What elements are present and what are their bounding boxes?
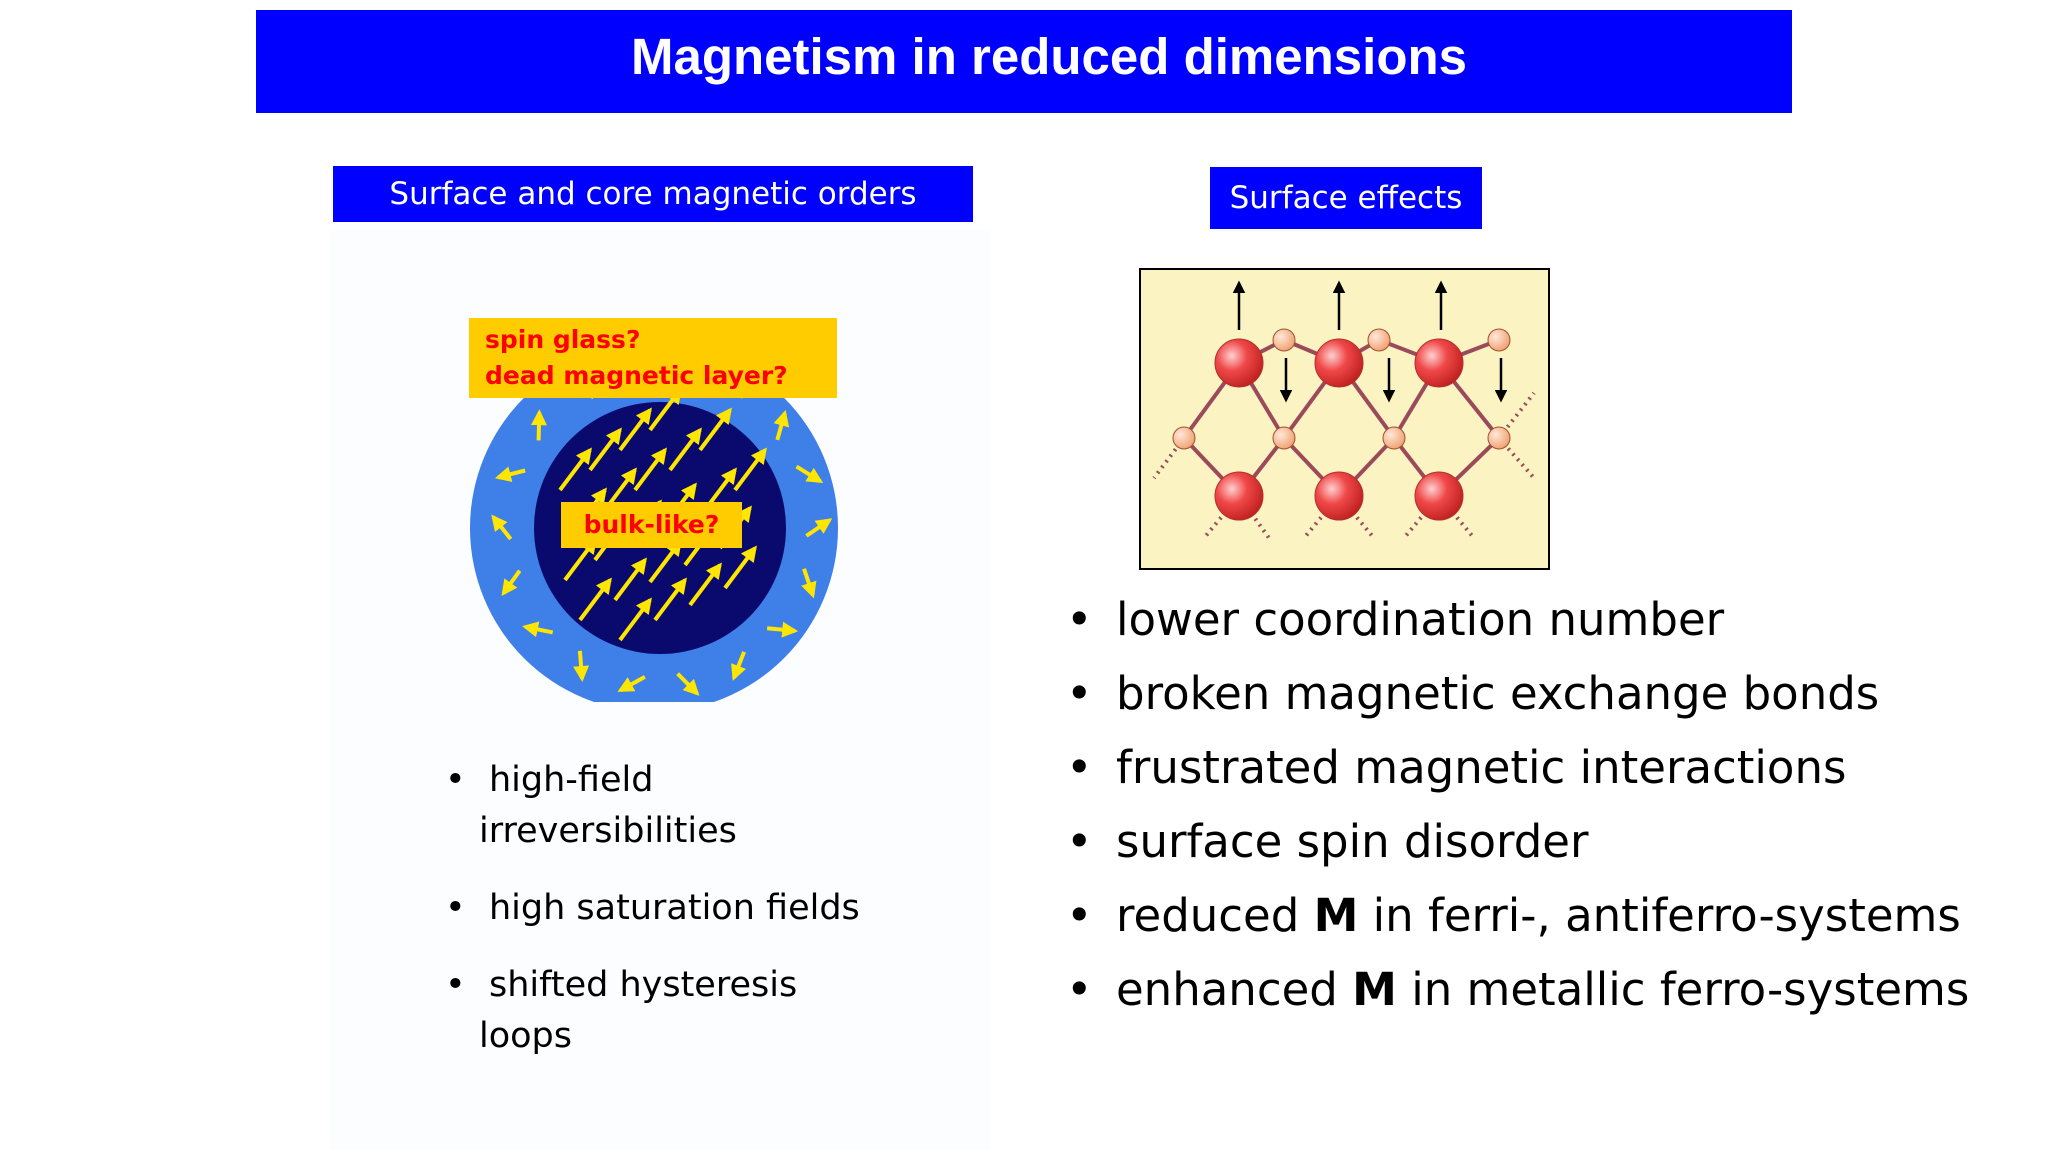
shell-spin-arrow: [766, 621, 799, 638]
shell-spin-arrow: [530, 409, 547, 441]
shell-spin-arrow: [491, 514, 513, 541]
shell-spin-arrow: [522, 621, 554, 638]
bullet-glyph: •: [445, 760, 466, 800]
list-item: • surface spin disorder: [1066, 805, 2006, 879]
bullet-glyph: •: [445, 888, 466, 928]
lattice-frame: [1139, 268, 1550, 570]
list-item: • frustrated magnetic interactions: [1066, 731, 2006, 805]
core-spin-arrow: [648, 539, 682, 584]
core-spin-arrow: [653, 577, 687, 622]
shell-spin-arrow: [501, 569, 522, 596]
small-atoms: [1172, 328, 1511, 450]
shell-spin-arrow: [801, 568, 817, 599]
bullet-text-cont: irreversibilities: [479, 811, 737, 851]
right-bullet-list: • lower coordination number • broken mag…: [1066, 583, 2006, 1027]
bullet-glyph: •: [1066, 963, 1093, 1016]
large-atoms: [1214, 338, 1464, 521]
core-spin-arrow: [698, 407, 732, 452]
section-label-surface-core: Surface and core magnetic orders: [333, 166, 973, 222]
shell-spin-arrow: [573, 650, 590, 682]
bullet-text: shifted hysteresis: [489, 965, 798, 1005]
bullet-text: broken magnetic exchange bonds: [1116, 667, 1880, 720]
bullet-text-bold: M: [1313, 889, 1359, 942]
bullet-glyph: •: [1066, 889, 1093, 942]
surface-label-box: spin glass? dead magnetic layer?: [469, 318, 837, 398]
shell-spin-arrow: [731, 651, 747, 681]
core-spin-arrow: [733, 447, 767, 492]
shell-spin-arrow: [805, 518, 833, 538]
bullet-glyph: •: [445, 965, 466, 1005]
core-spin-arrow: [588, 427, 622, 472]
bullet-glyph: •: [1066, 593, 1093, 646]
core-spin-arrow: [723, 545, 757, 590]
bullet-text-pre: reduced: [1116, 889, 1314, 942]
core-spin-arrow: [613, 557, 647, 602]
surface-lattice-diagram: [1139, 268, 1550, 570]
bullet-glyph: •: [1066, 815, 1093, 868]
shell-spin-arrow: [494, 466, 526, 482]
bullet-glyph: •: [1066, 741, 1093, 794]
list-item: • enhanced M in metallic ferro-systems: [1066, 953, 2006, 1027]
list-item: • high saturation fields: [445, 883, 925, 934]
core-spin-arrow: [618, 407, 652, 452]
shell-spin-arrow: [773, 409, 790, 441]
bullet-text: lower coordination number: [1116, 593, 1725, 646]
list-item: • broken magnetic exchange bonds: [1066, 657, 2006, 731]
bullet-text: high saturation fields: [489, 888, 860, 928]
bulk-like-label: bulk-like?: [561, 502, 742, 548]
bullet-text: frustrated magnetic interactions: [1116, 741, 1847, 794]
bullet-glyph: •: [1066, 667, 1093, 720]
shell-spin-arrow: [676, 672, 700, 696]
core-spin-arrow: [578, 577, 612, 622]
slide-title: Magnetism in reduced dimensions: [631, 28, 1467, 85]
core-spin-arrow: [633, 447, 667, 492]
bullet-text-cont: loops: [479, 1016, 573, 1056]
core-spin-arrow: [688, 562, 722, 607]
shell-spin-arrow: [617, 675, 646, 693]
core-spin-arrow: [558, 447, 592, 492]
bullet-text: high-field: [489, 760, 654, 800]
core-spin-arrow: [618, 597, 652, 642]
dotted-bonds: [1152, 391, 1536, 540]
bullet-text-post: in metallic ferro-systems: [1396, 963, 1970, 1016]
spin-glass-label: spin glass?: [485, 325, 641, 354]
list-item: • high-field irreversibilities: [445, 755, 925, 857]
shell-spin-arrow: [795, 464, 824, 484]
spin-arrows: [1232, 280, 1508, 403]
section-label-surface-effects: Surface effects: [1210, 167, 1482, 229]
list-item: • shifted hysteresis loops: [445, 960, 925, 1062]
bullet-text-pre: enhanced: [1116, 963, 1353, 1016]
title-bar: Magnetism in reduced dimensions: [256, 10, 1792, 113]
dead-layer-label: dead magnetic layer?: [485, 361, 788, 390]
list-item: • lower coordination number: [1066, 583, 2006, 657]
bullet-text-bold: M: [1352, 963, 1397, 1016]
list-item: • reduced M in ferri-, antiferro-systems: [1066, 879, 2006, 953]
bullet-text: surface spin disorder: [1116, 815, 1589, 868]
bullet-text-post: in ferri-, antiferro-systems: [1358, 889, 1961, 942]
left-bullet-list: • high-field irreversibilities • high sa…: [445, 755, 925, 1062]
core-spin-arrow: [668, 427, 702, 472]
